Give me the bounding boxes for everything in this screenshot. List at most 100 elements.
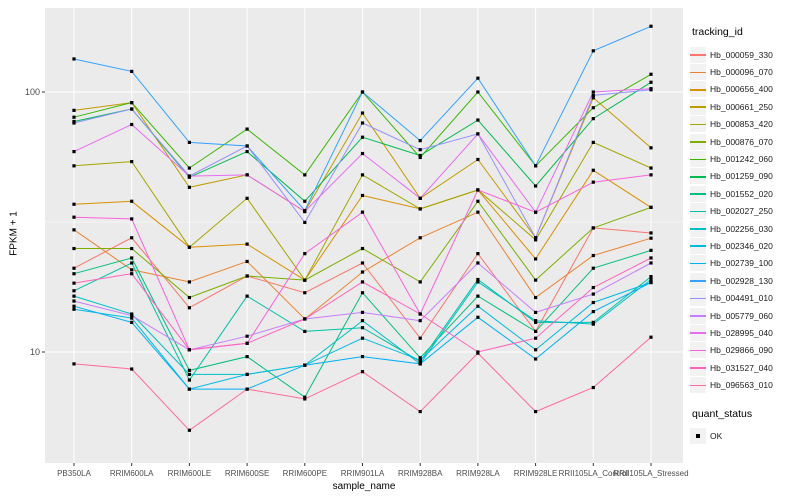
legend-label: Hb_002739_100 [710,258,773,269]
data-point [360,90,365,94]
data-point [360,280,365,284]
data-point [245,341,249,345]
data-point [360,319,365,323]
x-tick-label: RRIM928BA [398,469,443,478]
data-point [534,409,538,414]
data-point [360,326,365,330]
legend: tracking_id Hb_000059_330 Hb_000096_070 Hb… [690,26,800,444]
data-point [130,316,134,320]
data-point [72,272,76,276]
data-point [418,356,422,360]
quant-legend-title: quant_status [692,407,753,420]
data-point [303,199,307,203]
data-point [649,87,653,91]
legend-label: Hb_000661_250 [710,101,773,112]
legend-key [690,168,706,185]
data-point [649,24,653,28]
data-point [72,121,76,125]
legend-item: Hb_000661_250 [690,98,800,115]
square-marker-icon [696,433,700,438]
data-point [130,367,134,371]
data-point [187,306,191,310]
data-point [591,292,595,296]
data-point [534,257,538,261]
data-point [130,101,134,105]
quant-legend-item: OK [690,427,800,444]
legend-label: Hb_000059_330 [710,49,773,60]
data-point [360,246,365,251]
legend-line-swatch [690,54,706,56]
data-point [245,334,249,338]
data-point [649,205,653,209]
data-point [187,174,191,178]
data-point [591,180,595,184]
data-point [649,166,653,170]
legend-label: Hb_001242_060 [710,154,773,165]
data-point [591,168,595,172]
legend-key [690,342,706,359]
legend-item: Hb_000876_070 [690,133,800,150]
legend-key [690,290,706,307]
legend-line-swatch [690,297,706,300]
legend-key [690,46,706,63]
data-point [245,274,249,278]
legend-label: Hb_004491_010 [710,293,773,304]
data-point [130,261,134,265]
legend-key [690,324,706,341]
data-point [245,196,249,200]
data-point [360,310,365,315]
legend-item: Hb_005779_060 [690,307,800,324]
data-point [245,259,249,264]
data-point [360,151,365,156]
data-point [418,207,422,211]
data-point [649,248,653,252]
data-point [245,387,249,391]
data-point [418,312,422,316]
data-point [72,362,76,366]
data-point [130,122,134,127]
x-tick-label: RRIM600LA [110,469,154,478]
x-tick-label: RRIM928LE [514,469,558,478]
legend-label: Hb_031527_040 [710,362,773,373]
y-tick-label: 100 [25,87,40,97]
data-point [245,144,249,148]
data-point [130,272,134,276]
data-point [591,253,595,258]
data-point [130,236,134,240]
data-point [418,336,422,340]
data-point [72,246,76,251]
data-point [649,277,653,282]
data-point [72,289,76,293]
data-point [130,69,134,74]
data-point [649,146,653,150]
legend-line-swatch [690,315,706,317]
data-point [72,299,76,303]
data-point [303,329,307,334]
legend-key [690,64,706,81]
legend-line-swatch [690,332,706,335]
data-point [130,217,134,221]
data-point [418,280,422,284]
legend-key [690,307,706,324]
legend-item: Hb_002027_250 [690,203,800,220]
legend-line-swatch [690,280,706,282]
data-point [245,127,249,131]
legend-label: Hb_001552_020 [710,188,773,199]
legend-label: Hb_000656_400 [710,84,773,95]
data-point [360,193,365,198]
data-point [534,329,538,334]
data-point [591,310,595,314]
data-point [360,210,365,214]
data-point [303,317,307,321]
legend-key [690,116,706,133]
data-point [187,166,191,170]
legend-line-swatch [690,384,706,387]
data-point [72,215,76,219]
data-point [591,140,595,144]
data-point [476,252,480,256]
data-point [130,246,134,251]
data-point [360,370,365,374]
data-point [476,76,480,80]
legend-line-swatch [690,193,706,195]
data-point [418,148,422,152]
